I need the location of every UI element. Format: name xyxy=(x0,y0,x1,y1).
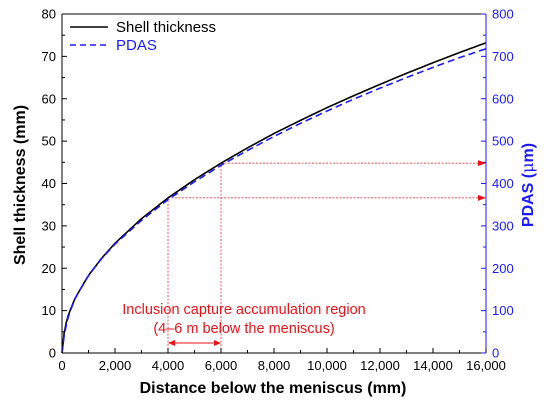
y-left-tick-label-5: 50 xyxy=(42,134,56,149)
legend-label-shell-thickness: Shell thickness xyxy=(116,19,216,36)
y-axis-right-title-suffix: m) xyxy=(520,143,537,163)
y-right-tick-label-2: 200 xyxy=(492,261,514,276)
x-tick-label-3: 6,000 xyxy=(205,358,238,373)
series-line-pdas xyxy=(61,47,487,354)
y-left-tick-label-7: 70 xyxy=(42,49,56,64)
guide-arrowhead-0 xyxy=(478,194,486,201)
y-right-tick-label-0: 0 xyxy=(492,346,499,361)
x-tick-label-0: 0 xyxy=(58,358,65,373)
x-tick-label-6: 12,000 xyxy=(360,358,400,373)
y-axis-left-title: Shell thickness (mm) xyxy=(12,105,29,265)
y-left-tick-label-2: 20 xyxy=(42,261,56,276)
y-left-tick-label-0: 0 xyxy=(49,346,56,361)
x-tick-label-2: 4,000 xyxy=(152,358,185,373)
y-right-tick-label-7: 700 xyxy=(492,49,514,64)
x-tick-label-7: 14,000 xyxy=(413,358,453,373)
y-left-tick-label-3: 30 xyxy=(42,218,56,233)
y-right-tick-label-8: 800 xyxy=(492,7,514,22)
x-tick-label-1: 2,000 xyxy=(99,358,132,373)
y-right-tick-label-1: 100 xyxy=(492,303,514,318)
y-right-tick-label-5: 500 xyxy=(492,134,514,149)
guide-lines xyxy=(167,160,486,353)
guide-arrowhead-1 xyxy=(478,160,486,167)
y-axis-right-title: PDAS (μm) xyxy=(518,143,537,227)
legend-label-pdas: PDAS xyxy=(116,37,157,54)
legend: Shell thickness PDAS xyxy=(70,19,216,54)
series-layer xyxy=(61,42,487,354)
annotation-line-1: Inclusion capture accumulation region xyxy=(122,302,365,318)
annotation-line-2: (4–6 m below the meniscus) xyxy=(153,321,334,337)
y-left-tick-label-1: 10 xyxy=(42,303,56,318)
y-right-tick-label-6: 600 xyxy=(492,91,514,106)
y-axis-right-title-prefix: PDAS ( xyxy=(520,172,537,227)
y-left-tick-label-6: 60 xyxy=(42,91,56,106)
series-line-shell-thickness xyxy=(61,42,487,354)
axes: 0 2,000 4,000 6,000 8,000 10,000 12,000 14,000 1… xyxy=(42,7,514,374)
x-tick-label-4: 8,000 xyxy=(258,358,291,373)
y-right-tick-label-3: 300 xyxy=(492,218,514,233)
region-arrow-right-head xyxy=(214,340,221,346)
y-axis-right-title-mu: μ xyxy=(518,162,537,172)
x-tick-label-8: 16,000 xyxy=(466,358,506,373)
y-left-tick-label-4: 40 xyxy=(42,176,56,191)
x-tick-label-5: 10,000 xyxy=(307,358,347,373)
annotation: Inclusion capture accumulation region (4… xyxy=(122,302,365,337)
x-axis-title: Distance below the meniscus (mm) xyxy=(140,380,407,397)
region-arrow-left-head xyxy=(168,340,175,346)
y-left-tick-label-8: 80 xyxy=(42,7,56,22)
y-right-tick-label-4: 400 xyxy=(492,176,514,191)
